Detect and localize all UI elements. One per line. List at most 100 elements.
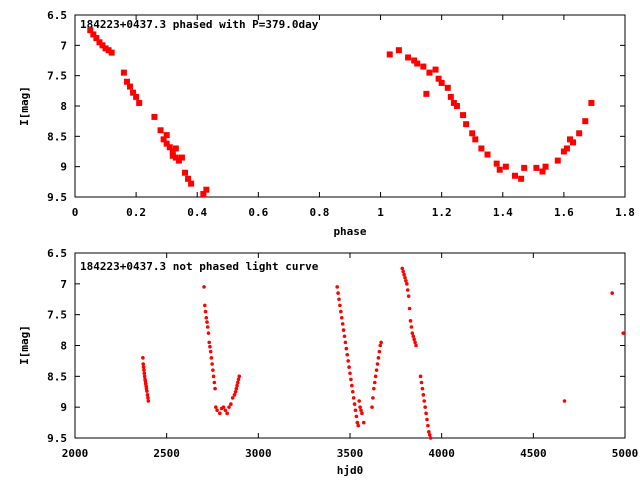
data-point	[420, 386, 425, 391]
data-point	[354, 414, 359, 419]
data-point	[418, 374, 423, 379]
data-point	[460, 112, 467, 119]
data-point	[123, 78, 130, 85]
data-point	[221, 405, 226, 409]
data-point	[145, 389, 149, 393]
data-point	[348, 371, 352, 376]
data-point	[423, 90, 430, 97]
data-point	[420, 63, 427, 70]
x-tick-label: 2000	[62, 447, 89, 460]
data-point	[386, 51, 393, 58]
data-point	[582, 118, 589, 125]
x-tick-label: 0.8	[310, 206, 330, 219]
data-point	[142, 368, 146, 372]
data-point	[405, 282, 409, 286]
y-tick-label: 9	[60, 401, 67, 414]
y-tick-label: 7.5	[47, 309, 67, 322]
data-point	[427, 433, 432, 437]
data-point	[403, 275, 407, 280]
data-point	[230, 396, 235, 400]
data-point	[378, 343, 383, 348]
y-axis-label: I[mag]	[18, 86, 31, 126]
data-point	[405, 288, 410, 292]
data-point	[450, 99, 457, 106]
x-tick-label: 4000	[428, 447, 455, 460]
data-point	[621, 331, 625, 335]
data-point	[554, 157, 561, 164]
data-point	[414, 60, 421, 67]
data-point	[542, 163, 549, 170]
data-point	[411, 334, 416, 339]
data-point	[213, 386, 217, 391]
data-point	[426, 423, 430, 428]
data-point	[435, 75, 442, 82]
y-axis-label: I[mag]	[18, 325, 31, 365]
data-point	[422, 399, 427, 403]
data-point	[371, 396, 375, 400]
data-point	[610, 291, 614, 295]
data-point	[87, 27, 94, 34]
data-point	[211, 368, 215, 372]
data-point	[478, 145, 485, 152]
data-point	[353, 408, 358, 413]
data-point	[408, 319, 413, 323]
data-point	[203, 309, 208, 314]
data-point	[370, 405, 374, 409]
data-point	[232, 393, 237, 397]
data-point	[414, 343, 418, 348]
data-point	[234, 386, 239, 391]
data-point	[343, 340, 348, 345]
data-point	[351, 396, 356, 400]
data-point	[136, 99, 143, 106]
data-point	[337, 297, 341, 302]
data-point	[444, 84, 451, 91]
data-point	[205, 325, 210, 329]
phased-light-curve-panel: 0 0.2 0.4 0.6 0.8 1 1.2 1.4 1.6 1.8 6.5 7 7.5 8 8.5 9 9.…	[18, 9, 635, 238]
data-point	[141, 362, 145, 366]
data-point	[236, 380, 240, 385]
y-tick-label: 7	[60, 278, 67, 291]
x-tick-label: 1.4	[493, 206, 513, 219]
data-point	[175, 157, 182, 164]
data-point	[127, 83, 133, 90]
data-point	[188, 180, 195, 187]
data-point	[355, 420, 360, 425]
data-point	[410, 331, 415, 335]
data-point	[182, 169, 188, 176]
y-tick-label: 9.5	[47, 432, 67, 445]
data-point	[400, 266, 405, 271]
data-point	[419, 380, 424, 385]
data-point	[212, 380, 217, 385]
data-point	[347, 365, 351, 369]
data-point	[235, 383, 239, 388]
x-tick-label: 3000	[245, 447, 272, 460]
data-point	[209, 356, 214, 360]
data-point	[338, 303, 342, 308]
data-point	[227, 405, 231, 409]
data-point	[96, 39, 103, 46]
x-axis-label: phase	[333, 225, 366, 238]
data-point	[90, 31, 97, 38]
data-point	[211, 374, 216, 379]
data-point	[372, 386, 376, 391]
data-point	[357, 399, 361, 403]
data-point	[428, 436, 433, 440]
data-point	[563, 145, 570, 152]
y-tick-label: 8.5	[47, 130, 67, 143]
data-point	[341, 328, 346, 332]
data-point	[214, 405, 218, 409]
data-point	[412, 337, 416, 342]
data-point	[145, 393, 150, 397]
data-point	[335, 285, 339, 289]
data-point	[432, 66, 439, 73]
x-tick-label: 1.8	[615, 206, 635, 219]
data-point	[409, 325, 414, 329]
x-tick-label: 0.4	[187, 206, 207, 219]
x-tick-label: 0	[72, 206, 79, 219]
data-point	[160, 136, 167, 143]
data-point	[472, 136, 479, 143]
data-point	[172, 145, 179, 152]
data-point	[518, 175, 525, 182]
data-point	[163, 132, 170, 139]
